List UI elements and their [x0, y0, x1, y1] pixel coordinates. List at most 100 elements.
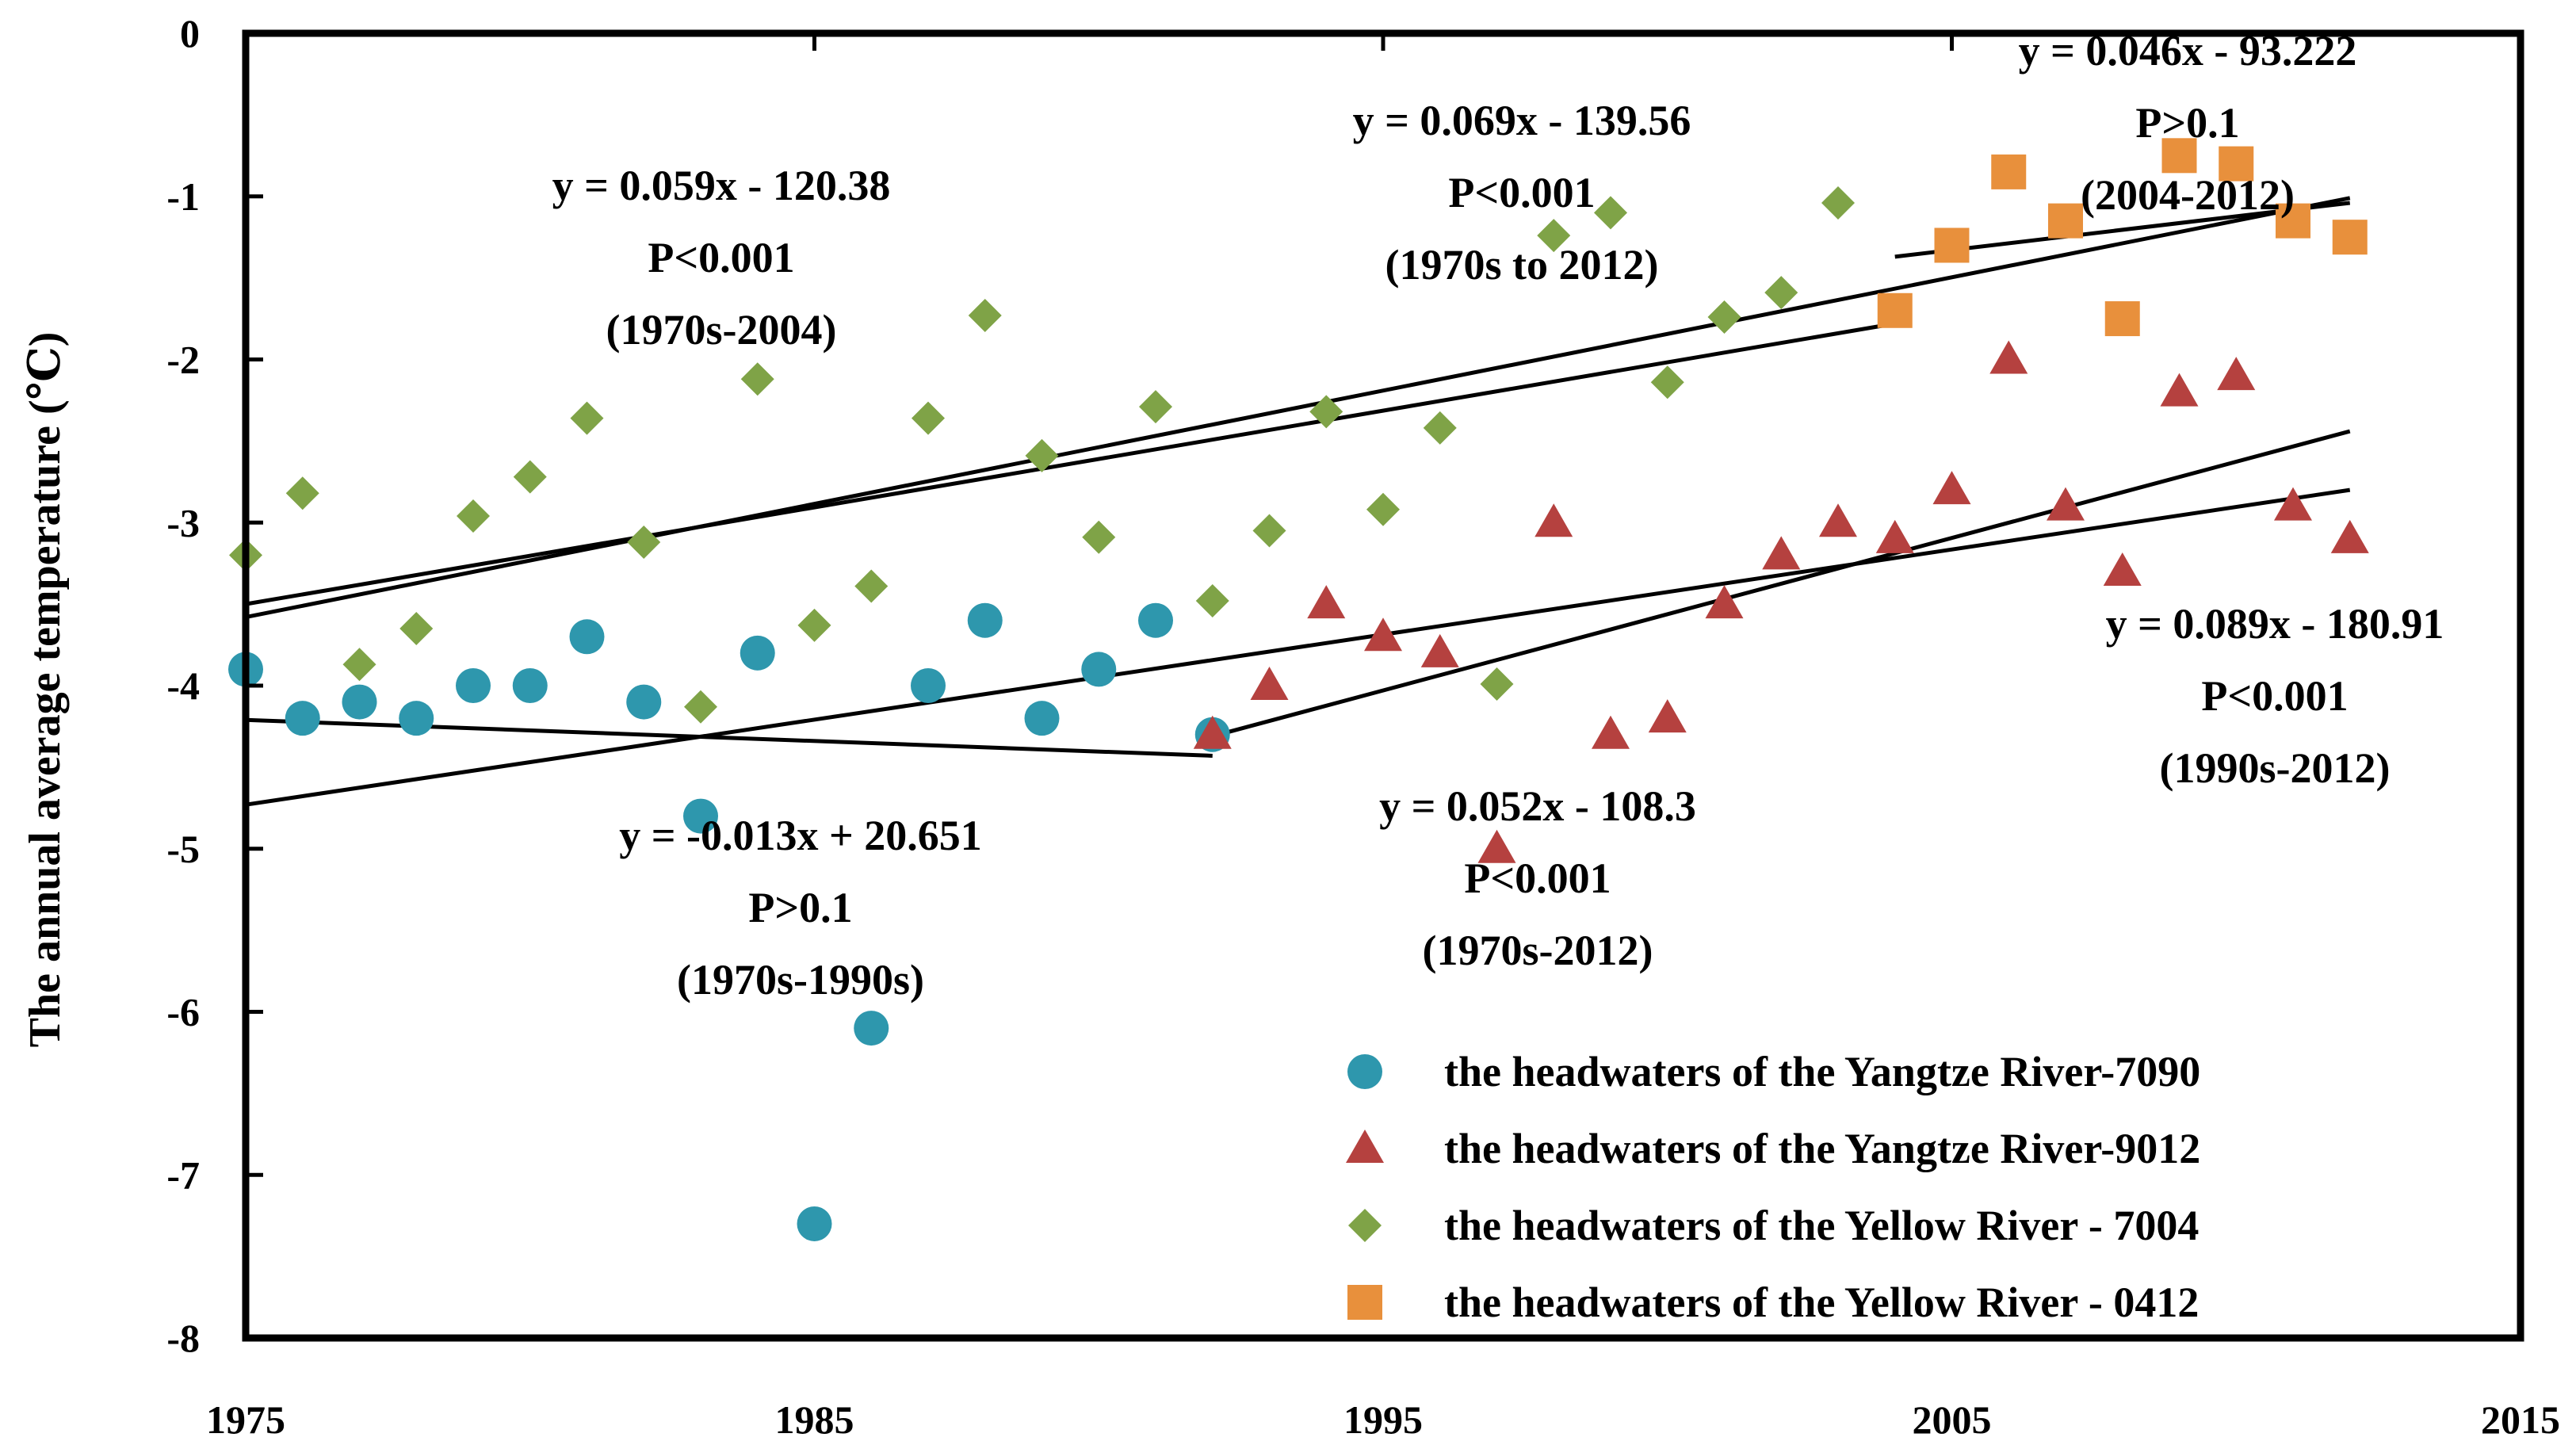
data-point-square [2219, 146, 2254, 182]
data-point-circle [967, 602, 1003, 638]
x-tick-label: 2015 [2481, 1397, 2560, 1442]
data-point-circle [740, 635, 775, 671]
data-point-diamond [1537, 219, 1571, 253]
y-tick-label: -2 [166, 338, 200, 382]
annotation-line: y = 0.089x - 180.91 [2106, 600, 2444, 648]
legend-label: the headwaters of the Yellow River - 041… [1444, 1279, 2199, 1326]
annotation-line: (1970s-2012) [1423, 927, 1653, 974]
data-point-triangle [2217, 357, 2256, 391]
data-point-triangle [1932, 471, 1971, 505]
legend-marker-triangle [1346, 1130, 1384, 1163]
data-point-diamond [342, 648, 376, 682]
legend-label: the headwaters of the Yellow River - 700… [1444, 1202, 2199, 1249]
legend-label: the headwaters of the Yangtze River-7090 [1444, 1048, 2200, 1095]
annotation-line: y = -0.013x + 20.651 [619, 812, 982, 859]
data-point-diamond [1139, 390, 1172, 424]
data-point-diamond [684, 690, 717, 724]
data-point-diamond [399, 611, 434, 645]
data-point-diamond [1764, 276, 1798, 310]
annotation-line: (1970s-2004) [606, 306, 837, 354]
data-point-square [2161, 138, 2197, 174]
data-point-triangle [2103, 552, 2142, 586]
data-point-diamond [968, 298, 1002, 332]
data-point-circle [285, 701, 320, 736]
x-tick-label: 2005 [1913, 1397, 1992, 1442]
data-point-triangle [2274, 487, 2312, 521]
data-point-diamond [1082, 520, 1116, 554]
data-point-triangle [1592, 715, 1630, 749]
data-point-diamond [457, 499, 490, 533]
data-point-diamond [740, 362, 774, 396]
data-point-triangle [1648, 699, 1687, 733]
legend-label: the headwaters of the Yangtze River-9012 [1444, 1125, 2200, 1172]
legend-marker-diamond [1348, 1209, 1382, 1242]
annotation-line: P>0.1 [2135, 99, 2239, 147]
y-tick-label: -7 [166, 1153, 200, 1197]
data-point-circle [1024, 701, 1060, 736]
annotation-line: P<0.001 [2201, 672, 2348, 720]
data-point-square [2048, 203, 2083, 239]
data-point-triangle [1477, 829, 1516, 863]
data-point-diamond [1252, 514, 1286, 548]
data-point-triangle [1819, 503, 1857, 537]
data-point-square [1877, 292, 1913, 328]
y-axis-label: The annual average temperature (℃) [21, 332, 70, 1048]
annotation-line: P<0.001 [1464, 854, 1611, 902]
x-tick-label: 1985 [775, 1397, 854, 1442]
data-point-triangle [2160, 373, 2199, 407]
data-points [228, 138, 2369, 1241]
legend: the headwaters of the Yangtze River-7090… [1346, 1048, 2200, 1326]
data-point-triangle [1762, 536, 1801, 570]
data-point-diamond [1650, 365, 1684, 399]
annotation-line: (2004-2012) [2081, 171, 2295, 219]
data-point-circle [512, 668, 548, 703]
trendline [245, 487, 2351, 807]
y-tick-label: 0 [180, 11, 200, 55]
y-tick-label: -3 [166, 500, 200, 545]
x-tick-label: 1975 [206, 1397, 285, 1442]
trendline [245, 196, 2351, 620]
x-tick-label: 1995 [1343, 1397, 1423, 1442]
data-point-triangle [1535, 503, 1573, 537]
annotation-line: (1970s-1990s) [677, 956, 924, 1003]
data-point-circle [399, 701, 434, 736]
y-tick-label: -5 [166, 827, 200, 871]
annotation-line: y = 0.059x - 120.38 [552, 162, 891, 209]
data-point-diamond [627, 525, 661, 559]
axes [242, 29, 2524, 1342]
trendline [1212, 429, 2351, 739]
annotation-line: y = 0.069x - 139.56 [1353, 97, 1691, 144]
legend-marker-circle [1347, 1054, 1382, 1089]
data-point-triangle [1250, 667, 1289, 700]
data-point-triangle [1364, 617, 1402, 652]
data-point-diamond [1480, 667, 1514, 701]
data-point-diamond [797, 608, 831, 642]
data-point-triangle [1989, 340, 2028, 374]
trendline [245, 717, 1213, 758]
data-point-triangle [2047, 487, 2085, 521]
y-tick-label: -1 [166, 174, 200, 219]
data-point-diamond [912, 401, 945, 435]
trendline [245, 321, 1896, 606]
data-point-circle [854, 1011, 889, 1046]
data-point-square [1991, 154, 2027, 189]
annotation-line: (1970s to 2012) [1385, 241, 1659, 289]
data-point-triangle [1307, 585, 1346, 619]
data-point-circle [456, 668, 491, 703]
data-point-circle [626, 684, 662, 720]
annotations: y = 0.059x - 120.38 P<0.001 (1970s-2004) y … [552, 27, 2444, 1003]
data-point-triangle [2330, 519, 2369, 553]
annotation-line: P<0.001 [648, 234, 794, 281]
y-tick-label: -4 [166, 663, 200, 708]
y-tick-label: -8 [166, 1316, 200, 1360]
data-point-diamond [1195, 584, 1229, 618]
trendlines [245, 196, 2351, 807]
data-point-diamond [285, 476, 319, 510]
data-point-square [2276, 203, 2310, 239]
annotation-line: y = 0.052x - 108.3 [1379, 782, 1696, 830]
data-point-diamond [513, 460, 547, 494]
data-point-circle [1138, 602, 1173, 638]
y-tick-label: -6 [166, 990, 200, 1034]
data-point-diamond [1366, 492, 1400, 526]
annotation-line: P<0.001 [1448, 169, 1595, 216]
